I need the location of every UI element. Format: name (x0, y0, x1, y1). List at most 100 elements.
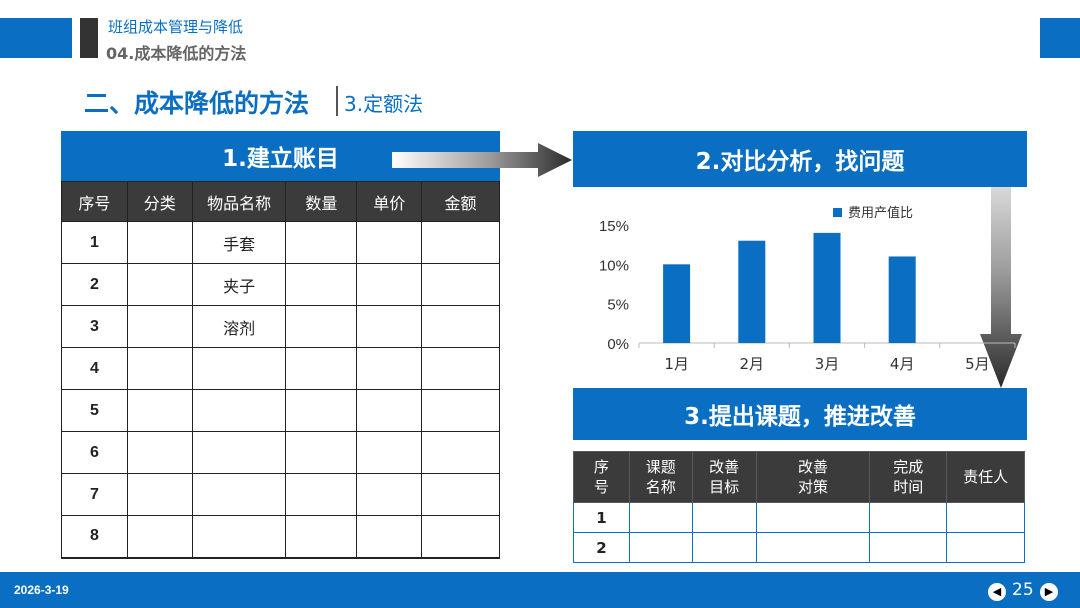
col-header-line: 目标 (709, 478, 740, 496)
ledger-cell-price (356, 515, 423, 559)
col-header-line: 号 (593, 478, 609, 496)
improvement-cell-target (691, 532, 757, 563)
ledger-cell-price (356, 221, 423, 264)
x-tick-label: 2月 (740, 355, 765, 373)
ledger-row: 6 (61, 431, 500, 474)
ledger-cell-price (356, 347, 423, 390)
improvement-cell-time (869, 532, 948, 563)
col-header: 序号 (573, 451, 630, 503)
improvement-cell-measure (755, 532, 871, 563)
footer-date: 2026-3-19 (14, 583, 69, 597)
ledger-row: 1 手套 (61, 221, 500, 264)
header-accent-bar-left (0, 18, 72, 58)
ledger-cell-item (191, 473, 287, 516)
x-tick-label: 4月 (890, 355, 915, 373)
y-tick-label: 10% (599, 257, 629, 274)
improvement-header-row: 序号课题 名称 改善 目标 改善 对策 完成 时间 责任人 (573, 451, 1025, 503)
page-number: 25 (1012, 580, 1034, 600)
col-header: 完成 时间 (869, 451, 948, 503)
improvement-cell-name (628, 502, 693, 533)
next-arrow-icon[interactable]: ▶ (1040, 583, 1058, 601)
col-header-line: 课题 (645, 458, 676, 476)
ledger-cell-amount (421, 305, 500, 348)
ledger-cell-price (356, 473, 423, 516)
col-header-line: 责任人 (963, 468, 1009, 486)
col-header: 序号 (61, 181, 128, 222)
ledger-cell-price (356, 389, 423, 432)
header-subtitle: 04.成本降低的方法 (106, 44, 247, 63)
ledger-cell-amount (421, 431, 500, 474)
improvement-row: 1 (573, 502, 1025, 533)
ledger-cell-item (191, 347, 287, 390)
ledger-cell-qty (285, 305, 358, 348)
ledger-cell-qty (285, 347, 358, 390)
ledger-cell-item: 溶剂 (191, 305, 287, 348)
x-tick-label: 5月 (965, 355, 990, 373)
ledger-cell-amount (421, 221, 500, 264)
bar (888, 256, 916, 343)
prev-arrow-icon[interactable]: ◀ (988, 583, 1006, 601)
section-divider (336, 86, 338, 116)
ledger-row: 7 (61, 473, 500, 516)
y-tick-label: 0% (607, 336, 629, 353)
ledger-cell-no: 4 (61, 347, 128, 390)
improvement-cell-time (869, 502, 948, 533)
ledger-cell-category (126, 347, 193, 390)
col-header: 金额 (421, 181, 500, 222)
improvement-cell-owner (946, 502, 1025, 533)
right-arrow-icon (392, 143, 572, 177)
improvement-row: 2 (573, 532, 1025, 563)
ledger-cell-no: 7 (61, 473, 128, 516)
y-tick-label: 5% (607, 297, 629, 314)
legend-label: 费用产值比 (848, 205, 913, 221)
ledger-cell-qty (285, 431, 358, 474)
ledger-row: 2 夹子 (61, 263, 500, 306)
col-header: 改善 对策 (755, 451, 871, 503)
improvement-cell-measure (755, 502, 871, 533)
header-title: 班组成本管理与降低 (108, 18, 244, 36)
ledger-cell-price (356, 431, 423, 474)
col-header: 课题 名称 (628, 451, 693, 503)
col-header: 分类 (126, 181, 193, 222)
ledger-cell-item (191, 515, 287, 559)
improvement-cell-no: 2 (573, 532, 630, 563)
ledger-cell-category (126, 431, 193, 474)
ledger-cell-amount (421, 347, 500, 390)
y-tick-label: 15% (599, 218, 629, 235)
improvement-cell-owner (946, 532, 1025, 563)
col-header-line: 名称 (645, 478, 676, 496)
ledger-cell-qty (285, 221, 358, 264)
ledger-cell-no: 3 (61, 305, 128, 348)
ledger-cell-category (126, 515, 193, 559)
ledger-cell-category (126, 473, 193, 516)
panel-improvement-title: 3.提出课题，推进改善 (573, 388, 1027, 440)
header-dark-bar (80, 18, 98, 58)
col-header: 数量 (285, 181, 358, 222)
ledger-cell-price (356, 305, 423, 348)
ledger-cell-no: 6 (61, 431, 128, 474)
ledger-cell-category (126, 221, 193, 264)
col-header: 物品名称 (191, 181, 287, 222)
ledger-cell-amount (421, 389, 500, 432)
col-header: 责任人 (946, 451, 1025, 503)
ledger-cell-amount (421, 263, 500, 306)
bar (813, 232, 841, 343)
col-header-line: 时间 (893, 478, 924, 496)
ledger-cell-amount (421, 473, 500, 516)
ledger-cell-qty (285, 263, 358, 306)
col-header: 单价 (356, 181, 423, 222)
header-accent-bar-right (1040, 18, 1080, 58)
ledger-cell-item: 夹子 (191, 263, 287, 306)
col-header: 改善 目标 (691, 451, 757, 503)
ledger-table: 序号 分类 物品名称 数量 单价 金额 1 手套 2 夹子 3 溶剂 4 5 6 7 8 (61, 181, 500, 559)
col-header-line: 序 (593, 458, 609, 476)
col-header-line: 对策 (797, 478, 828, 496)
ledger-cell-no: 8 (61, 515, 128, 559)
col-header-line: 改善 (797, 458, 828, 476)
ledger-cell-qty (285, 473, 358, 516)
ledger-cell-price (356, 263, 423, 306)
panel-analysis-title: 2.对比分析，找问题 (573, 131, 1027, 187)
section-subtitle: 3.定额法 (344, 92, 424, 116)
bar (663, 264, 691, 343)
